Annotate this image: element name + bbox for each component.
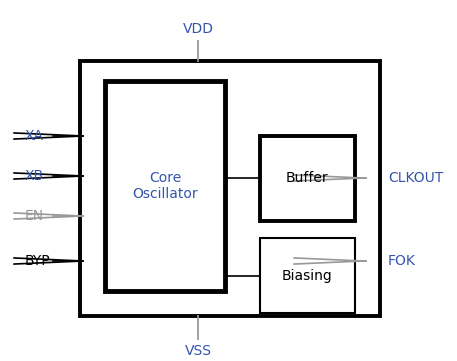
Text: Buffer: Buffer	[286, 171, 328, 185]
Text: VDD: VDD	[182, 22, 213, 36]
Bar	[80, 61, 380, 316]
Bar	[105, 81, 225, 291]
Bar	[260, 136, 355, 221]
Text: CLKOUT: CLKOUT	[388, 171, 443, 185]
Text: XA: XA	[25, 129, 44, 143]
Text: BYP: BYP	[25, 254, 51, 268]
Text: Core
Oscillator: Core Oscillator	[132, 171, 198, 201]
Bar	[260, 238, 355, 313]
Text: XB: XB	[25, 169, 44, 183]
Text: VSS: VSS	[185, 344, 212, 358]
Text: EN: EN	[25, 209, 44, 223]
Text: FOK: FOK	[388, 254, 416, 268]
Text: Biasing: Biasing	[282, 269, 332, 283]
